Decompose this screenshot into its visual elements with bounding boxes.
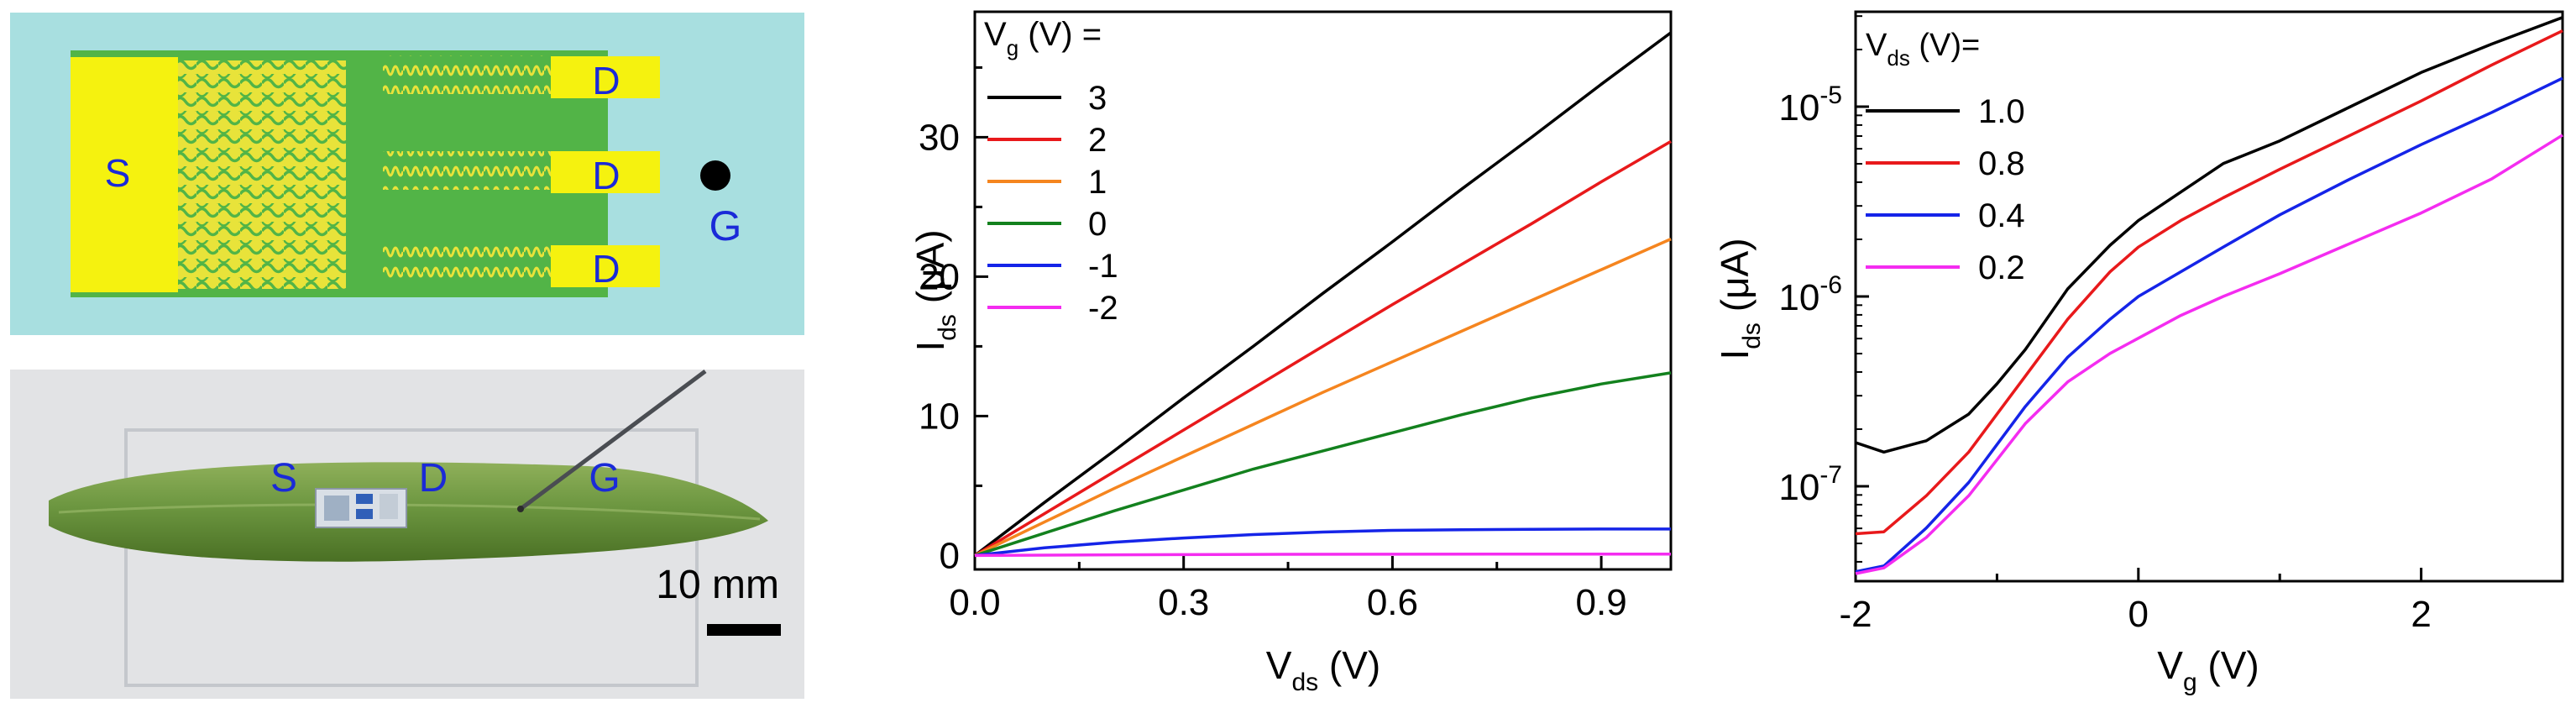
chart1-series-line--1 — [974, 527, 1671, 558]
chart2-x-tick-label: 0 — [2128, 594, 2149, 635]
chart1-x-axis-label: Vds (V) — [1266, 643, 1380, 696]
drain-pad-1 — [551, 56, 660, 98]
chart2-legend-entry: 0.8 — [1978, 145, 2025, 182]
device-schematic: S D D D G — [10, 13, 804, 335]
chart1-series-line-0 — [974, 371, 1672, 558]
scale-bar-label: 10 mm — [656, 563, 779, 607]
chart1-legend: Vg (V) = 3 2 1 0 -1 -2 — [984, 16, 1118, 327]
gate-probe-tip — [517, 506, 524, 512]
chart2-ticks: -2 0 2 10-7 10-6 10-5 — [1778, 15, 2564, 635]
chart2-y-tick-label: 10-6 — [1778, 271, 1842, 318]
photo-label-source: S — [270, 456, 297, 501]
chart1-series-line-1 — [974, 237, 1672, 557]
gate-label: G — [709, 202, 742, 249]
photo-label-gate: G — [589, 456, 620, 501]
drain-label-1: D — [592, 59, 620, 102]
chart1-y-axis-label: Ids (μA) — [908, 229, 961, 351]
chart2-plot-frame — [1854, 10, 2564, 583]
device-photo: S D G 10 mm — [10, 369, 804, 699]
chart1-legend-entry: 0 — [1088, 206, 1107, 243]
transfer-characteristics-chart: -2 0 2 10-7 10-6 10-5 Vds (V)= 1.0 0.8 0.4 0.2 V… — [1713, 10, 2564, 696]
chart1-legend-entry: 1 — [1088, 164, 1107, 201]
chart1-y-tick-label: 10 — [919, 396, 960, 437]
chart1-legend-entry: 3 — [1088, 80, 1107, 117]
chart1-x-tick-label: 0.9 — [1576, 582, 1627, 623]
drain-label-3: D — [592, 247, 620, 291]
chart2-legend: Vds (V)= 1.0 0.8 0.4 0.2 — [1866, 28, 2025, 286]
chart2-y-tick-label: 10-7 — [1778, 461, 1842, 508]
drain-interconnect-2 — [383, 151, 551, 190]
gate-dot — [700, 160, 730, 191]
transistor-detail-2 — [356, 494, 373, 504]
chart1-legend-title: Vg (V) = — [984, 16, 1102, 60]
transistor-detail-4 — [380, 494, 398, 519]
chart1-y-tick-label: 20 — [919, 256, 960, 297]
chart1-y-tick-label: 30 — [919, 117, 960, 158]
chart2-y-axis-label: Ids (μA) — [1713, 238, 1766, 359]
chart2-legend-entry: 0.2 — [1978, 249, 2025, 286]
chart2-series-lines — [1855, 16, 2563, 575]
chart1-x-tick-label: 0.0 — [949, 582, 1000, 623]
chart1-y-tick-label: 0 — [940, 535, 960, 576]
chart2-legend-title: Vds (V)= — [1866, 28, 1980, 71]
chart2-legend-entry: 1.0 — [1978, 93, 2025, 130]
source-label: S — [105, 151, 131, 195]
glass-slide — [124, 428, 699, 687]
chart1-x-tick-label: 0.3 — [1158, 582, 1209, 623]
drain-interconnect-3 — [383, 244, 551, 282]
gate-probe-wire — [519, 369, 707, 511]
chart1-legend-entry: -1 — [1088, 248, 1118, 285]
chart2-legend-entry: 0.4 — [1978, 197, 2025, 234]
drain-pad-2 — [551, 151, 660, 193]
chart1-series-line-3 — [973, 31, 1673, 557]
chart2-x-axis-label: Vg (V) — [2157, 643, 2259, 696]
transistor-detail-3 — [356, 509, 373, 519]
chart2-x-tick-label: 2 — [2411, 594, 2431, 635]
chart1-series-line--2 — [974, 552, 1671, 558]
chart2-series-line-0.4 — [1855, 76, 2563, 574]
transistor-detail-1 — [324, 496, 349, 521]
photo-label-drain: D — [419, 456, 448, 501]
chart1-legend-entry: 2 — [1088, 122, 1107, 159]
source-electrode — [71, 57, 178, 292]
chart2-x-tick-label: -2 — [1839, 594, 1872, 635]
chart2-series-line-1.0 — [1855, 16, 2563, 454]
drain-label-2: D — [592, 154, 620, 197]
drain-pad-3 — [551, 245, 660, 287]
chart1-x-tick-label: 0.6 — [1367, 582, 1418, 623]
leaf — [49, 462, 768, 562]
chart2-series-line-0.8 — [1855, 29, 2563, 536]
chart1-plot-frame — [973, 10, 1673, 571]
drain-interconnect-1 — [383, 55, 551, 94]
scale-bar — [707, 624, 781, 636]
source-serpentine-interconnect — [178, 60, 346, 289]
chart2-y-tick-label: 10-5 — [1778, 81, 1842, 128]
chart1-series-lines — [973, 31, 1673, 558]
chart1-series-line-2 — [974, 139, 1672, 557]
chart2-series-line-0.2 — [1855, 134, 2563, 575]
chart1-legend-entry: -2 — [1088, 290, 1118, 327]
